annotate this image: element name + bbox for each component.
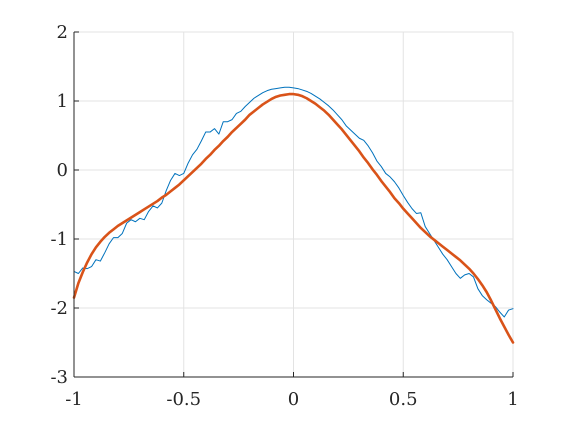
y-tick-label: 2 <box>57 22 68 43</box>
x-tick-label: -0.5 <box>166 389 201 410</box>
y-tick-label: -2 <box>50 298 68 319</box>
grid <box>73 31 514 378</box>
x-tick-label: 0.5 <box>389 389 418 410</box>
y-tick-label: -1 <box>50 229 68 250</box>
x-tick-label: -1 <box>65 389 83 410</box>
y-tick-label: -3 <box>50 367 68 388</box>
x-tick-label: 1 <box>507 389 518 410</box>
x-axis-ticks: -1 -0.5 0 0.5 1 <box>65 372 519 410</box>
y-tick-label: 0 <box>57 160 68 181</box>
series-line-1 <box>73 86 514 318</box>
x-tick-label: 0 <box>288 389 299 410</box>
series-line-2 <box>72 92 515 344</box>
y-axis-ticks: -3 -2 -1 0 1 2 <box>50 22 79 388</box>
plot-series <box>72 86 515 344</box>
y-tick-label: 1 <box>57 91 68 112</box>
